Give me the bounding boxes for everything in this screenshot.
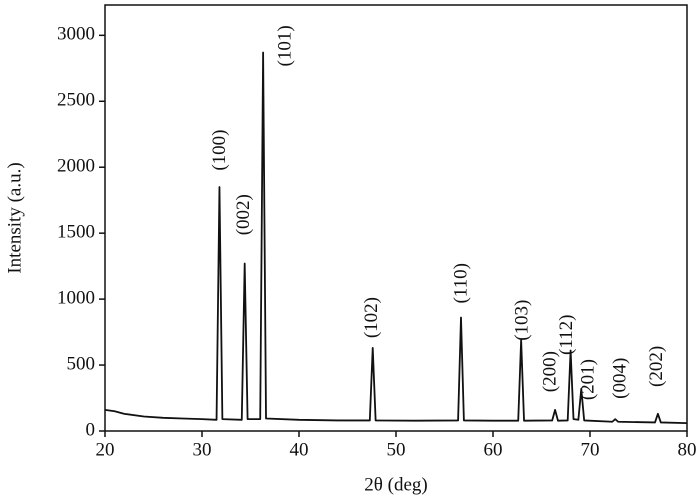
x-tick-label: 20 [96,439,115,460]
x-tick-label: 70 [581,439,600,460]
peak-label: (201) [577,359,598,400]
data-line [104,51,688,424]
peak-label: (002) [233,194,254,235]
peak-label: (110) [450,263,471,303]
y-axis-label: Intensity (a.u.) [4,162,25,273]
y-tick-label: 500 [67,353,96,374]
y-tick-label: 0 [86,419,96,440]
x-tick-label: 50 [387,439,406,460]
peak-label: (101) [275,25,296,66]
x-tick-label: 60 [484,439,503,460]
peak-label: (112) [556,314,577,354]
peak-label: (200) [540,351,561,392]
y-tick-label: 3000 [57,24,95,45]
x-axis-label: 2θ (deg) [364,474,427,495]
peak-label: (102) [361,297,382,338]
peak-label: (202) [646,346,667,387]
peak-label: (103) [511,300,532,341]
x-tick-label: 30 [193,439,212,460]
x-tick-label: 40 [290,439,309,460]
y-tick-label: 2000 [57,156,95,177]
peak-label: (004) [609,358,630,399]
y-tick-label: 1500 [57,222,95,243]
y-tick-label: 2500 [57,90,95,111]
y-tick-label: 1000 [57,287,95,308]
peak-label: (100) [209,129,230,170]
plot-frame [104,4,688,432]
x-tick-label: 80 [678,439,697,460]
